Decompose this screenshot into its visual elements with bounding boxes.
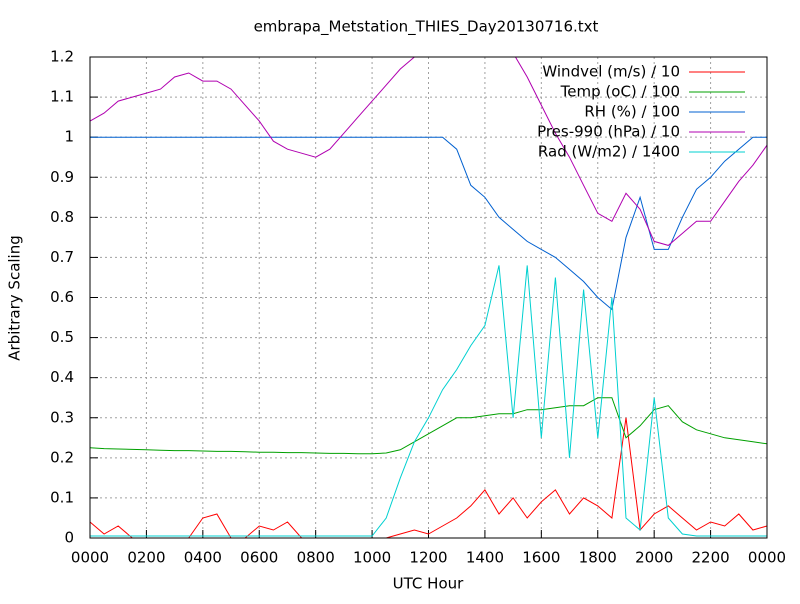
x-tick-label: 1800 — [579, 549, 617, 567]
plot-area — [90, 57, 767, 538]
y-tick-label: 0 — [64, 529, 74, 547]
y-tick-label: 1.2 — [50, 48, 74, 66]
x-tick-label: 0000 — [71, 549, 109, 567]
y-tick-label: 0.2 — [50, 448, 74, 466]
y-tick-label: 0.9 — [50, 168, 74, 186]
y-tick-label: 0.8 — [50, 208, 74, 226]
x-axis-label: UTC Hour — [393, 575, 464, 593]
x-tick-label: 1600 — [522, 549, 560, 567]
x-tick-label: 1400 — [466, 549, 504, 567]
series-line — [90, 397, 767, 455]
plot-frame — [89, 56, 768, 539]
series-line — [90, 136, 767, 311]
y-tick-label: 0.7 — [50, 248, 74, 266]
x-tick-label: 0800 — [297, 549, 335, 567]
y-tick-label: 0.4 — [50, 368, 74, 386]
x-tick-label: 0000 — [748, 549, 786, 567]
x-tick-label: 2200 — [691, 549, 729, 567]
y-tick-label: 0.3 — [50, 408, 74, 426]
x-tick-label: 1200 — [409, 549, 447, 567]
y-tick-label: 1.1 — [50, 88, 74, 106]
y-axis-label: Arbitrary Scaling — [6, 235, 24, 361]
series-line — [90, 57, 767, 246]
y-tick-label: 0.1 — [50, 488, 74, 506]
y-tick-label: 1 — [64, 128, 74, 146]
legend-label: RH (%) / 100 — [584, 103, 680, 121]
series-line — [90, 265, 767, 537]
series-line — [90, 417, 767, 538]
x-tick-label: 0200 — [127, 549, 165, 567]
legend-label: Rad (W/m2) / 1400 — [538, 143, 680, 161]
x-tick-label: 0600 — [240, 549, 278, 567]
x-tick-label: 2000 — [635, 549, 673, 567]
x-tick-label: 1000 — [353, 549, 391, 567]
y-tick-label: 0.5 — [50, 328, 74, 346]
x-tick-label: 0400 — [184, 549, 222, 567]
legend-label: Pres-990 (hPa) / 10 — [537, 123, 680, 141]
legend-label: Windvel (m/s) / 10 — [542, 63, 680, 81]
y-tick-label: 0.6 — [50, 288, 74, 306]
chart-title: embrapa_Metstation_THIES_Day20130716.txt — [254, 18, 599, 37]
legend-label: Temp (oC) / 100 — [560, 83, 680, 101]
